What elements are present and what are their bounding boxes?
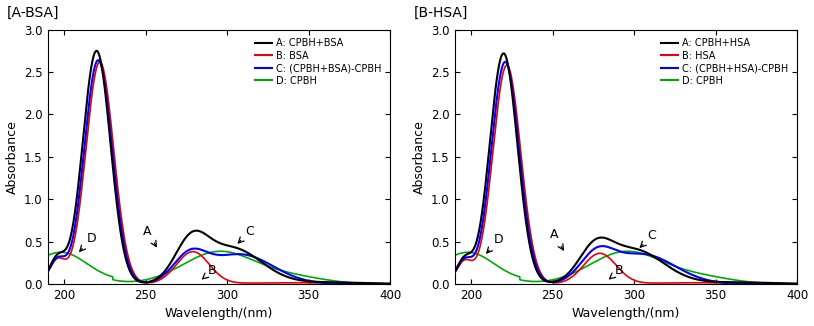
Text: C: C bbox=[641, 229, 656, 247]
Legend: A: CPBH+BSA, B: BSA, C: (CPBH+BSA)-CPBH, D: CPBH: A: CPBH+BSA, B: BSA, C: (CPBH+BSA)-CPBH,… bbox=[251, 35, 386, 90]
Text: [B-HSA]: [B-HSA] bbox=[414, 6, 468, 20]
X-axis label: Wavelength/(nm): Wavelength/(nm) bbox=[164, 307, 274, 320]
Y-axis label: Absorbance: Absorbance bbox=[413, 120, 426, 194]
Legend: A: CPBH+HSA, B: HSA, C: (CPBH+HSA)-CPBH, D: CPBH: A: CPBH+HSA, B: HSA, C: (CPBH+HSA)-CPBH,… bbox=[657, 35, 793, 90]
Text: B: B bbox=[610, 264, 624, 279]
Y-axis label: Absorbance: Absorbance bbox=[6, 120, 19, 194]
Text: D: D bbox=[80, 232, 97, 251]
X-axis label: Wavelength/(nm): Wavelength/(nm) bbox=[571, 307, 681, 320]
Text: [A-BSA]: [A-BSA] bbox=[7, 6, 59, 20]
Text: A: A bbox=[550, 228, 563, 250]
Text: B: B bbox=[203, 264, 217, 279]
Text: C: C bbox=[239, 225, 254, 243]
Text: A: A bbox=[143, 225, 156, 246]
Text: D: D bbox=[487, 233, 504, 253]
